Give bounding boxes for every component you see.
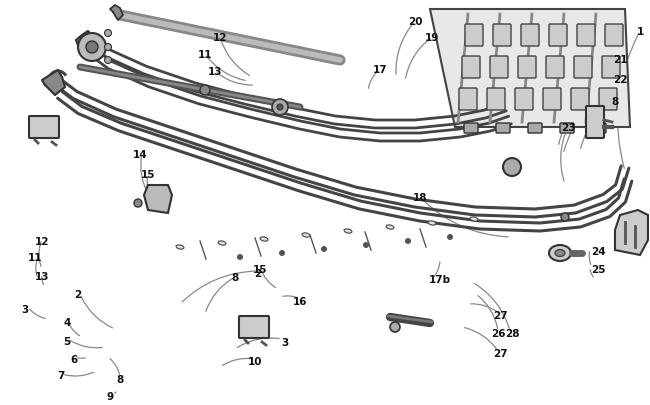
FancyBboxPatch shape — [602, 57, 620, 79]
Text: 27: 27 — [493, 310, 507, 320]
Text: 4: 4 — [63, 317, 71, 327]
Circle shape — [277, 105, 283, 111]
Circle shape — [447, 235, 452, 240]
FancyBboxPatch shape — [521, 25, 539, 47]
FancyBboxPatch shape — [487, 89, 505, 111]
Circle shape — [561, 213, 569, 222]
Text: 13: 13 — [34, 271, 49, 281]
FancyBboxPatch shape — [496, 124, 510, 134]
Text: 7: 7 — [57, 370, 65, 380]
FancyBboxPatch shape — [577, 25, 595, 47]
FancyBboxPatch shape — [29, 117, 59, 139]
Circle shape — [390, 322, 400, 332]
FancyBboxPatch shape — [462, 57, 480, 79]
Ellipse shape — [176, 245, 184, 249]
Ellipse shape — [549, 245, 571, 261]
Circle shape — [322, 247, 326, 252]
Polygon shape — [144, 185, 172, 213]
Text: 1: 1 — [636, 27, 644, 37]
Circle shape — [237, 255, 242, 260]
FancyBboxPatch shape — [574, 57, 592, 79]
Text: 24: 24 — [591, 246, 605, 256]
FancyBboxPatch shape — [605, 25, 623, 47]
Ellipse shape — [344, 229, 352, 234]
Ellipse shape — [428, 221, 436, 226]
Text: 6: 6 — [70, 354, 77, 364]
Text: 11: 11 — [28, 252, 42, 262]
Circle shape — [105, 45, 112, 51]
Circle shape — [105, 30, 112, 37]
Text: 16: 16 — [292, 296, 307, 306]
FancyBboxPatch shape — [518, 57, 536, 79]
Text: 8: 8 — [612, 97, 619, 107]
Text: 23: 23 — [561, 123, 575, 133]
Text: 2: 2 — [254, 269, 261, 278]
Polygon shape — [76, 32, 96, 56]
Ellipse shape — [470, 217, 478, 222]
Circle shape — [134, 200, 142, 207]
FancyBboxPatch shape — [515, 89, 533, 111]
Ellipse shape — [218, 241, 226, 245]
Circle shape — [280, 251, 285, 256]
Text: 11: 11 — [198, 50, 213, 60]
Text: 13: 13 — [208, 67, 222, 77]
Text: 9: 9 — [107, 391, 114, 401]
Text: 15: 15 — [253, 264, 267, 274]
FancyBboxPatch shape — [586, 107, 604, 139]
FancyBboxPatch shape — [546, 57, 564, 79]
Circle shape — [200, 86, 210, 96]
Polygon shape — [615, 211, 648, 256]
Polygon shape — [42, 71, 65, 96]
Circle shape — [86, 42, 98, 54]
Circle shape — [503, 159, 521, 177]
Ellipse shape — [555, 250, 565, 257]
Text: 2: 2 — [74, 289, 82, 299]
FancyBboxPatch shape — [528, 124, 542, 134]
Text: 28: 28 — [505, 328, 519, 338]
FancyBboxPatch shape — [599, 89, 617, 111]
FancyBboxPatch shape — [490, 57, 508, 79]
Circle shape — [363, 243, 369, 248]
FancyBboxPatch shape — [459, 89, 477, 111]
Polygon shape — [110, 6, 123, 21]
Ellipse shape — [260, 237, 268, 241]
Text: 15: 15 — [141, 170, 155, 179]
Circle shape — [105, 58, 112, 64]
Circle shape — [78, 34, 106, 62]
Circle shape — [406, 239, 411, 244]
Ellipse shape — [386, 225, 394, 230]
Text: 18: 18 — [413, 192, 427, 202]
Polygon shape — [430, 10, 630, 128]
Text: 26: 26 — [491, 328, 505, 338]
Text: 20: 20 — [408, 17, 422, 27]
FancyBboxPatch shape — [493, 25, 511, 47]
Text: 8: 8 — [231, 272, 239, 282]
FancyBboxPatch shape — [239, 316, 269, 338]
FancyBboxPatch shape — [464, 124, 478, 134]
FancyBboxPatch shape — [549, 25, 567, 47]
FancyBboxPatch shape — [571, 89, 589, 111]
Text: 21: 21 — [613, 55, 627, 65]
FancyBboxPatch shape — [465, 25, 483, 47]
Text: 5: 5 — [64, 336, 71, 346]
Text: 8: 8 — [116, 374, 124, 384]
FancyBboxPatch shape — [592, 124, 606, 134]
FancyBboxPatch shape — [543, 89, 561, 111]
Text: 3: 3 — [281, 337, 289, 347]
Text: 3: 3 — [21, 304, 29, 314]
Text: 27: 27 — [493, 348, 507, 358]
Text: 14: 14 — [133, 149, 148, 160]
Text: 17: 17 — [372, 65, 387, 75]
Ellipse shape — [302, 233, 310, 238]
Text: 25: 25 — [591, 264, 605, 274]
Text: 19: 19 — [425, 33, 439, 43]
Text: 12: 12 — [34, 237, 49, 246]
Text: 17b: 17b — [429, 274, 451, 284]
FancyBboxPatch shape — [560, 124, 574, 134]
Circle shape — [272, 100, 288, 116]
Text: 22: 22 — [613, 75, 627, 85]
Text: 10: 10 — [248, 356, 262, 366]
Text: 12: 12 — [213, 33, 228, 43]
